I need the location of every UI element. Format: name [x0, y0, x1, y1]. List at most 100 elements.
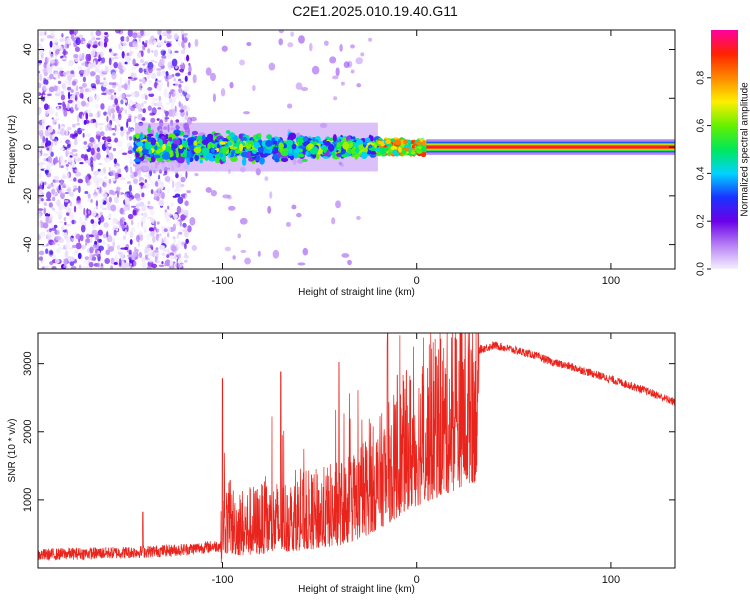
x-tick-label: 100 [602, 275, 620, 287]
heatmap-cell [159, 265, 165, 267]
heatmap-cell [286, 222, 291, 227]
heatmap-cell [77, 101, 81, 109]
heatmap-cell [220, 141, 226, 144]
heatmap-cell [385, 139, 391, 144]
x-axis-label: Height of straight line (km) [298, 584, 415, 595]
heatmap-cell [143, 197, 146, 199]
heatmap-cell [154, 220, 156, 227]
heatmap-cell [46, 148, 49, 150]
heatmap-cell [123, 206, 129, 211]
heatmap-cell [86, 215, 89, 218]
heatmap-cell [63, 258, 68, 266]
heatmap-cell [79, 264, 82, 271]
heatmap-cell [177, 206, 182, 214]
heatmap-cell [100, 212, 103, 216]
heatmap-cell [46, 199, 52, 201]
heatmap-cell [129, 231, 133, 238]
heatmap-cell [89, 113, 93, 117]
heatmap-cell [54, 225, 58, 228]
heatmap-cell [192, 245, 197, 251]
heatmap-cell [96, 38, 101, 40]
heatmap-cell [269, 191, 272, 198]
heatmap-cell [151, 101, 154, 106]
heatmap-cell [164, 228, 168, 232]
heatmap-cell [141, 192, 144, 197]
heatmap-cell [129, 136, 132, 140]
heatmap-cell [106, 147, 109, 154]
heatmap-cell [67, 87, 71, 91]
heatmap-cell [103, 71, 109, 73]
heatmap-cell [206, 67, 212, 75]
heatmap-cell [156, 229, 159, 233]
y-tick-label: 0 [22, 144, 34, 150]
heatmap-cell [142, 204, 147, 211]
heatmap-cell [151, 73, 157, 79]
heatmap-cell [157, 107, 161, 109]
heatmap-cell [167, 187, 169, 194]
heatmap-cell [122, 152, 127, 155]
heatmap-cell [183, 86, 189, 93]
heatmap-cell [248, 141, 252, 144]
heatmap-cell [114, 57, 119, 59]
heatmap-cell [231, 151, 234, 157]
heatmap-cell [39, 31, 44, 36]
heatmap-cell [230, 146, 238, 149]
heatmap-cell [61, 33, 63, 37]
heatmap-cell [116, 126, 118, 134]
heatmap-cell [76, 37, 81, 45]
heatmap-cell [64, 200, 68, 203]
heatmap-cell [41, 198, 44, 201]
heatmap-cell [127, 129, 129, 135]
snr-plot-area [38, 330, 675, 563]
heatmap-cell [55, 259, 60, 264]
heatmap-cell [83, 133, 85, 138]
heatmap-cell [51, 189, 55, 195]
heatmap-cell [164, 93, 170, 98]
heatmap-cell [88, 193, 91, 198]
heatmap-cell [63, 110, 67, 117]
heatmap-cell [193, 140, 197, 145]
heatmap-cell [47, 140, 52, 146]
heatmap-cell [86, 67, 89, 71]
heatmap-cell [157, 221, 160, 224]
heatmap-cell [185, 107, 190, 112]
heatmap-cell [111, 72, 116, 80]
x-axis-label: Height of straight line (km) [298, 287, 415, 298]
heatmap-cell [97, 254, 100, 257]
heatmap-cell [74, 130, 78, 138]
heatmap-cell [120, 77, 122, 85]
heatmap-cell [83, 41, 87, 44]
heatmap-cell [185, 171, 187, 179]
heatmap-cell [240, 250, 246, 253]
heatmap-cell [42, 68, 47, 72]
heatmap-cell [175, 263, 180, 268]
heatmap-cell [111, 223, 114, 226]
heatmap-cell [161, 183, 164, 189]
heatmap-cell [148, 92, 153, 94]
heatmap-cell [185, 76, 188, 82]
heatmap-cell [122, 61, 125, 65]
heatmap-cell [154, 103, 158, 106]
heatmap-cell [40, 100, 43, 105]
heatmap-cell [132, 41, 138, 47]
heatmap-cell [47, 210, 50, 214]
heatmap-cell [119, 258, 122, 266]
heatmap-cell [73, 185, 77, 187]
heatmap-cell [70, 109, 73, 112]
heatmap-cell [110, 205, 116, 212]
heatmap-cell [368, 38, 372, 42]
heatmap-cell [111, 51, 115, 56]
heatmap-cell [333, 134, 337, 142]
heatmap-cell [186, 94, 191, 98]
heatmap-cell [86, 102, 89, 106]
heatmap-cell [134, 159, 141, 162]
heatmap-cell [312, 66, 319, 75]
heatmap-cell [225, 247, 231, 252]
heatmap-cell [136, 198, 142, 201]
heatmap-cell [85, 124, 90, 127]
heatmap-cell [188, 42, 191, 48]
heatmap-cell [175, 119, 179, 123]
heatmap-cell [42, 38, 45, 41]
heatmap-cell [154, 49, 158, 57]
